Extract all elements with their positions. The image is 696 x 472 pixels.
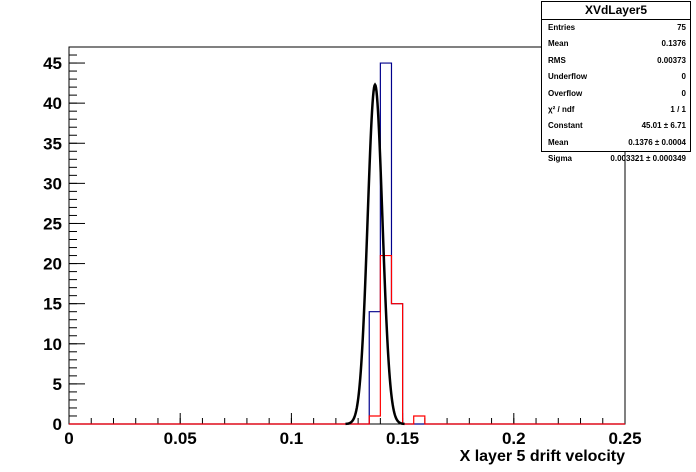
stats-value: 1 / 1: [670, 104, 686, 114]
x-tick-label: 0.1: [280, 429, 304, 448]
stats-label: RMS: [548, 55, 566, 65]
y-tick-label: 25: [43, 214, 62, 233]
x-tick-label: 0.2: [502, 429, 526, 448]
y-tick-label: 5: [53, 375, 62, 394]
stats-label: Sigma: [548, 154, 573, 164]
stats-row-mean: Mean 0.1376: [542, 36, 690, 52]
stats-value: 45.01 ± 6.71: [641, 121, 686, 131]
stats-row-constant: Constant 45.01 ± 6.71: [542, 118, 690, 134]
y-tick-label: 15: [43, 295, 62, 314]
stats-row-rms: RMS 0.00373: [542, 53, 690, 69]
stats-row-underflow: Underflow 0: [542, 69, 690, 85]
x-tick-label: 0.05: [164, 429, 197, 448]
stats-label: Overflow: [548, 88, 583, 98]
stats-label: Entries: [548, 23, 576, 32]
stats-label: Underflow: [548, 72, 588, 82]
tick-labels: 0 0.05 0.1 0.15 0.2 0.25 0 5 10 15 20 25 30 35 40 45: [43, 54, 641, 448]
x-tick-label: 0.15: [386, 429, 419, 448]
y-tick-label: 20: [43, 255, 62, 274]
stats-value: 0: [681, 88, 686, 98]
stats-row-entries: Entries 75: [542, 20, 690, 36]
stats-rows: Entries 75 Mean 0.1376 RMS 0.00373 Underflo…: [542, 20, 690, 168]
x-axis-title: X layer 5 drift velocity: [460, 448, 626, 465]
stats-row-chi2: χ² / ndf 1 / 1: [542, 102, 690, 118]
stats-value: 75: [677, 23, 686, 32]
x-tick-label: 0: [64, 429, 73, 448]
stats-value: 0.1376 ± 0.0004: [628, 137, 686, 147]
y-tick-label: 0: [53, 415, 62, 434]
stats-label: χ² / ndf: [548, 104, 575, 114]
stats-value: 0.003321 ± 0.000349: [610, 154, 686, 164]
series-layer: [69, 62, 625, 425]
stats-title: XVdLayer5: [542, 2, 690, 20]
stats-label: Mean: [548, 39, 569, 49]
fit-layer: [345, 82, 405, 426]
y-tick-label: 40: [43, 94, 62, 113]
y-tick-label: 30: [43, 174, 62, 193]
stats-row-sigma: Sigma 0.003321 ± 0.000349: [542, 151, 690, 167]
y-tick-label: 35: [43, 134, 62, 153]
stats-value: 0.1376: [661, 39, 686, 49]
stats-box: XVdLayer5 Entries 75 Mean 0.1376 RMS 0.0037…: [541, 1, 691, 163]
y-tick-label: 45: [43, 54, 62, 73]
stats-value: 0.00373: [657, 55, 686, 65]
histogram-series-2: [69, 254, 625, 425]
y-tick-label: 10: [43, 335, 62, 354]
stats-row-overflow: Overflow 0: [542, 86, 690, 102]
stats-label: Mean: [548, 137, 569, 147]
stats-label: Constant: [548, 121, 583, 131]
x-tick-label: 0.25: [608, 429, 641, 448]
gaussian-fit-curve: [345, 82, 405, 426]
stats-row-fit-mean: Mean 0.1376 ± 0.0004: [542, 135, 690, 151]
stats-value: 0: [681, 72, 686, 82]
